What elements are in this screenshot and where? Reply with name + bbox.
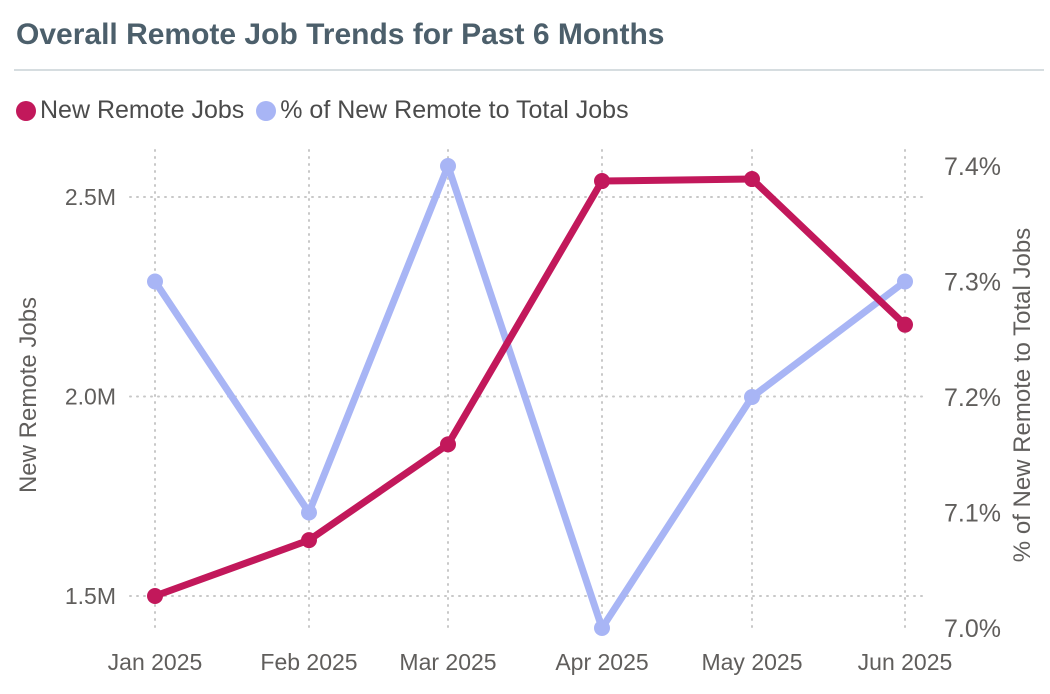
data-point-pct-remote: [897, 273, 913, 290]
y-right-axis-title: % of New Remote to Total Jobs: [1009, 228, 1036, 562]
data-point-new-remote-jobs: [594, 173, 610, 190]
legend-marker-new-remote-jobs: [16, 100, 36, 121]
chart-title: Overall Remote Job Trends for Past 6 Mon…: [16, 18, 665, 51]
data-point-pct-remote: [147, 273, 163, 290]
y-left-tick-label: 2.0M: [65, 384, 116, 410]
data-point-pct-remote: [440, 158, 456, 174]
x-tick-label: Apr 2025: [555, 649, 648, 675]
y-right-tick-label: 7.3%: [944, 269, 1001, 297]
y-right-tick-label: 7.1%: [944, 500, 1001, 528]
series-line-new-remote-jobs: [151, 175, 909, 600]
legend-item-pct-remote[interactable]: % of New Remote to Total Jobs: [256, 96, 629, 125]
chart-legend: New Remote Jobs % of New Remote to Total…: [16, 96, 641, 125]
data-point-new-remote-jobs: [744, 171, 760, 188]
data-point-new-remote-jobs: [440, 436, 456, 453]
y-left-axis-title: New Remote Jobs: [15, 297, 42, 493]
data-point-pct-remote: [594, 620, 610, 636]
y-left-tick-label: 2.5M: [65, 184, 116, 210]
data-point-new-remote-jobs: [147, 588, 163, 604]
x-tick-label: Feb 2025: [260, 649, 357, 675]
x-tick-label: Jan 2025: [108, 649, 203, 675]
legend-item-new-remote-jobs[interactable]: New Remote Jobs: [16, 96, 244, 125]
legend-label-pct-remote: % of New Remote to Total Jobs: [280, 96, 629, 124]
series-line-pct-remote: [151, 162, 909, 632]
data-point-new-remote-jobs: [897, 316, 913, 333]
x-tick-label: Jun 2025: [858, 649, 953, 675]
data-point-new-remote-jobs: [301, 532, 317, 549]
x-tick-label: May 2025: [701, 649, 802, 675]
gridlines: [129, 149, 926, 633]
y-left-tick-label: 1.5M: [65, 583, 116, 609]
y-right-tick-label: 7.0%: [944, 615, 1001, 643]
y-right-tick-label: 7.2%: [944, 384, 1001, 412]
legend-marker-pct-remote: [256, 100, 277, 121]
title-divider: [14, 69, 1044, 71]
data-point-pct-remote: [744, 389, 760, 405]
y-right-tick-label: 7.4%: [944, 153, 1001, 181]
axes: 1.5M 2.0M 2.5M 7.0% 7.1% 7.2% 7.3% 7.4% Jan 2025…: [15, 153, 1036, 675]
data-point-pct-remote: [301, 504, 317, 521]
legend-label-new-remote-jobs: New Remote Jobs: [40, 96, 245, 124]
series: [147, 158, 913, 636]
x-tick-label: Mar 2025: [399, 649, 496, 675]
